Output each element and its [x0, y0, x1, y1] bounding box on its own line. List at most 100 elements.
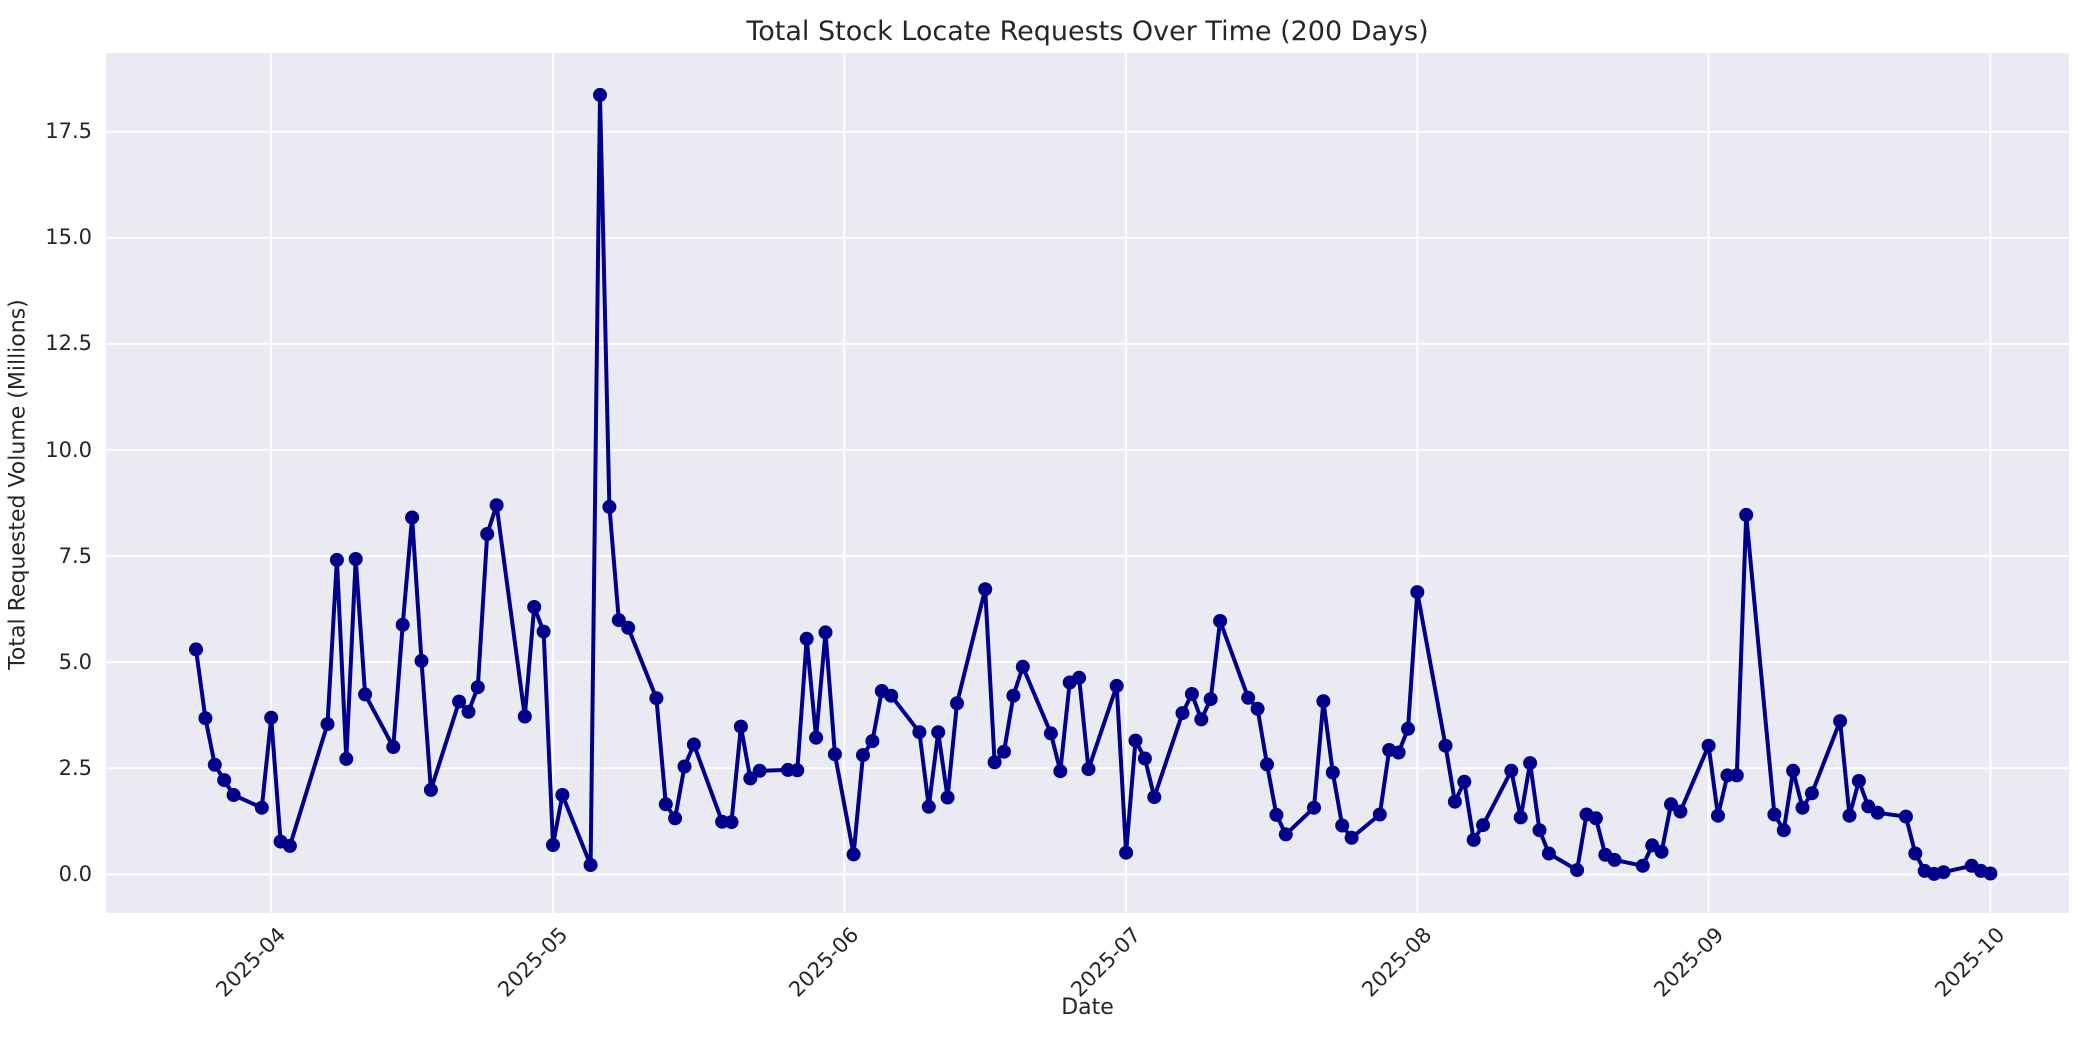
y-tick-label: 17.5: [45, 119, 92, 144]
data-point-marker: [855, 748, 870, 763]
data-point-marker: [329, 552, 344, 567]
data-point-marker: [1710, 808, 1725, 823]
data-point-marker: [1776, 823, 1791, 838]
data-point-marker: [1588, 811, 1603, 826]
data-point-marker: [1907, 846, 1922, 861]
data-point-marker: [1203, 692, 1218, 707]
data-point-marker: [423, 782, 438, 797]
data-point-marker: [216, 773, 231, 788]
data-point-marker: [263, 710, 278, 725]
data-point-marker: [1071, 670, 1086, 685]
plot-area: [105, 53, 2069, 913]
data-point-marker: [752, 763, 767, 778]
data-point-marker: [479, 526, 494, 541]
data-point-marker: [1870, 805, 1885, 820]
data-point-marker: [1259, 757, 1274, 772]
data-point-marker: [1456, 774, 1471, 789]
data-point-marker: [1250, 701, 1265, 716]
x-tick-label: 2025-04: [211, 922, 291, 1002]
data-point-marker: [1701, 738, 1716, 753]
data-point-marker: [1409, 585, 1424, 600]
data-point-marker: [1015, 659, 1030, 674]
data-point-marker: [1137, 751, 1152, 766]
data-point-marker: [536, 624, 551, 639]
data-point-marker: [602, 499, 617, 514]
data-point-marker: [1541, 846, 1556, 861]
data-point-marker: [517, 709, 532, 724]
data-point-marker: [977, 582, 992, 597]
data-point-marker: [1109, 678, 1124, 693]
y-tick-label: 7.5: [58, 543, 92, 568]
data-point-marker: [1193, 712, 1208, 727]
data-point-marker: [1118, 845, 1133, 860]
data-point-marker: [686, 737, 701, 752]
data-point-marker: [1128, 733, 1143, 748]
y-tick-label: 15.0: [45, 225, 92, 250]
data-point-marker: [667, 811, 682, 826]
line-chart-canvas: [105, 53, 2069, 913]
data-point-marker: [949, 696, 964, 711]
data-point-marker: [1832, 714, 1847, 729]
data-point-marker: [1325, 765, 1340, 780]
data-point-marker: [1475, 818, 1490, 833]
data-point-marker: [338, 751, 353, 766]
y-tick-label: 0.0: [58, 861, 92, 886]
data-point-marker: [1344, 830, 1359, 845]
data-point-marker: [742, 771, 757, 786]
x-axis-label: Date: [1061, 995, 1114, 1020]
data-point-marker: [883, 688, 898, 703]
data-line: [193, 92, 1993, 876]
data-point-marker: [996, 744, 1011, 759]
y-tick-label: 5.0: [58, 649, 92, 674]
data-point-marker: [1334, 818, 1349, 833]
data-point-marker: [1316, 694, 1331, 709]
data-point-marker: [1240, 690, 1255, 705]
data-point-marker: [1006, 688, 1021, 703]
data-point-marker: [451, 694, 466, 709]
data-point-marker: [592, 87, 607, 102]
data-point-marker: [1607, 852, 1622, 867]
data-point-marker: [1306, 800, 1321, 815]
data-point-marker: [1043, 726, 1058, 741]
x-tick-label: 2025-10: [1930, 922, 2010, 1002]
x-tick-label: 2025-08: [1357, 922, 1437, 1002]
data-point-marker: [188, 642, 203, 657]
data-point-marker: [818, 625, 833, 640]
data-point-marker: [1146, 790, 1161, 805]
data-point-marker: [1391, 745, 1406, 760]
data-point-marker: [1269, 807, 1284, 822]
data-point-marker: [1278, 827, 1293, 842]
data-point-marker: [545, 837, 560, 852]
data-point-marker: [912, 725, 927, 740]
data-point-marker: [1466, 832, 1481, 847]
data-point-marker: [1513, 810, 1528, 825]
data-point-marker: [1184, 686, 1199, 701]
data-point-marker: [1738, 507, 1753, 522]
data-point-marker: [724, 815, 739, 830]
data-point-marker: [1898, 809, 1913, 824]
data-point-marker: [808, 730, 823, 745]
x-tick-label: 2025-09: [1648, 922, 1728, 1002]
data-point-marker: [1673, 804, 1688, 819]
data-point-marker: [649, 691, 664, 706]
y-tick-label: 10.0: [45, 437, 92, 462]
data-point-marker: [489, 498, 504, 513]
data-point-marker: [357, 687, 372, 702]
data-point-marker: [470, 680, 485, 695]
data-point-marker: [611, 613, 626, 628]
data-point-marker: [1569, 863, 1584, 878]
data-point-marker: [1785, 763, 1800, 778]
data-point-marker: [226, 787, 241, 802]
data-point-marker: [348, 551, 363, 566]
data-point-marker: [1081, 762, 1096, 777]
data-point-marker: [1983, 866, 1998, 881]
data-point-marker: [658, 797, 673, 812]
y-tick-label: 2.5: [58, 755, 92, 780]
data-point-marker: [1438, 738, 1453, 753]
data-point-marker: [1503, 763, 1518, 778]
data-point-marker: [733, 719, 748, 734]
data-point-marker: [461, 704, 476, 719]
chart-title: Total Stock Locate Requests Over Time (2…: [746, 16, 1429, 47]
data-point-marker: [1372, 807, 1387, 822]
